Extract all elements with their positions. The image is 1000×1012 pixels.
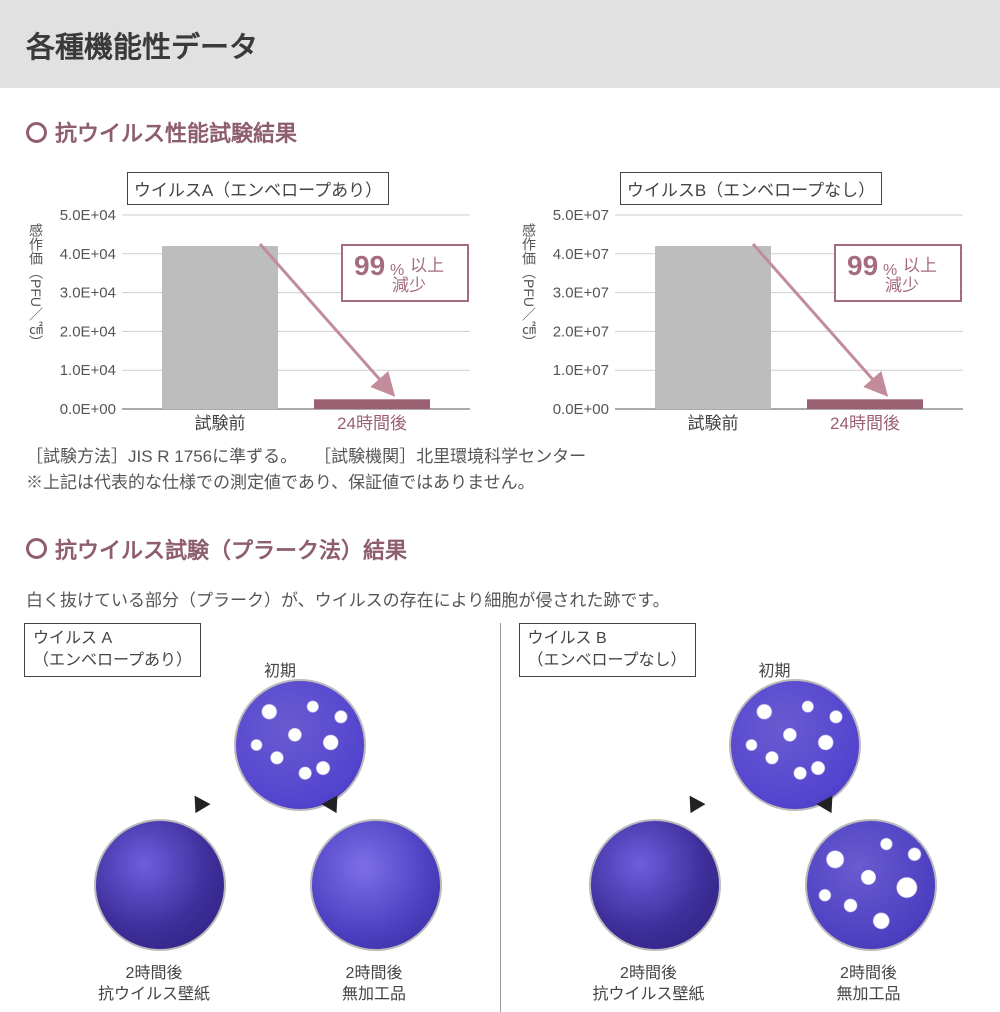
arrow-down-icon bbox=[682, 795, 705, 817]
charts-row: ウイルスA（エンベロープあり） 感作価（PFU／㎠） 0.0E+00 1.0E+04 2… bbox=[0, 172, 1000, 444]
svg-text:0.0E+00: 0.0E+00 bbox=[553, 401, 609, 418]
petri-dish-treated bbox=[589, 819, 721, 951]
svg-text:減少: 減少 bbox=[885, 276, 919, 295]
dish-caption: 2時間後無加工品 bbox=[294, 963, 454, 1006]
dish-label-initial: 初期 bbox=[264, 657, 296, 681]
bar-chart: 感作価（PFU／㎠） 0.0E+00 1.0E+04 2.0E+04 3.0E+04 4.… bbox=[22, 209, 482, 439]
svg-text:2.0E+07: 2.0E+07 bbox=[553, 323, 609, 340]
petri-dish-initial bbox=[729, 679, 861, 811]
virus-label-box: ウイルス B（エンベロープなし） bbox=[519, 623, 696, 676]
section-antiviral-chart: 抗ウイルス性能試験結果 bbox=[0, 88, 1000, 172]
plaque-panel: ウイルス B（エンベロープなし）初期2時間後抗ウイルス壁紙2時間後無加工品 bbox=[501, 623, 977, 1011]
section-plaque: 抗ウイルス試験（プラーク法）結果 bbox=[0, 505, 1000, 589]
dish-label-initial: 初期 bbox=[759, 657, 791, 681]
svg-text:5.0E+04: 5.0E+04 bbox=[60, 209, 116, 224]
section1-title: 抗ウイルス性能試験結果 bbox=[55, 116, 297, 148]
section1-title-row: 抗ウイルス性能試験結果 bbox=[26, 116, 974, 148]
virus-label-box: ウイルス A（エンベロープあり） bbox=[24, 623, 201, 676]
svg-text:0.0E+00: 0.0E+00 bbox=[60, 401, 116, 418]
page-title-header: 各種機能性データ bbox=[0, 0, 1000, 88]
svg-text:以上: 以上 bbox=[410, 256, 444, 275]
svg-text:3.0E+07: 3.0E+07 bbox=[553, 285, 609, 302]
petri-dish-initial bbox=[234, 679, 366, 811]
dish-caption: 2時間後抗ウイルス壁紙 bbox=[569, 963, 729, 1006]
petri-dish-untreated bbox=[805, 819, 937, 951]
svg-text:3.0E+04: 3.0E+04 bbox=[60, 285, 116, 302]
chart-title: ウイルスA（エンベロープあり） bbox=[127, 172, 389, 205]
dish-caption: 2時間後無加工品 bbox=[789, 963, 949, 1006]
svg-text:感作価（PFU／㎠）: 感作価（PFU／㎠） bbox=[28, 222, 44, 349]
svg-text:1.0E+04: 1.0E+04 bbox=[60, 362, 116, 379]
arrow-down-icon bbox=[188, 795, 211, 817]
svg-text:4.0E+04: 4.0E+04 bbox=[60, 246, 116, 263]
svg-text:試験前: 試験前 bbox=[688, 414, 739, 433]
svg-text:24時間後: 24時間後 bbox=[337, 414, 407, 433]
svg-text:試験前: 試験前 bbox=[195, 414, 246, 433]
svg-text:感作価（PFU／㎠）: 感作価（PFU／㎠） bbox=[521, 222, 537, 349]
plaque-row: ウイルス A（エンベロープあり）初期2時間後抗ウイルス壁紙2時間後無加工品ウイル… bbox=[0, 619, 1000, 1011]
plaque-caption: 白く抜けている部分（プラーク）が、ウイルスの存在により細胞が侵された跡です。 bbox=[0, 589, 1000, 620]
svg-text:以上: 以上 bbox=[903, 256, 937, 275]
petri-dish-treated bbox=[94, 819, 226, 951]
section2-title-row: 抗ウイルス試験（プラーク法）結果 bbox=[26, 533, 974, 565]
page-title: 各種機能性データ bbox=[26, 32, 258, 64]
chart-title: ウイルスB（エンベロープなし） bbox=[620, 172, 882, 205]
svg-text:99: 99 bbox=[354, 250, 385, 281]
bar-chart: 感作価（PFU／㎠） 0.0E+00 1.0E+07 2.0E+07 3.0E+07 4.… bbox=[515, 209, 975, 439]
petri-dish-untreated bbox=[310, 819, 442, 951]
svg-text:24時間後: 24時間後 bbox=[830, 414, 900, 433]
section1-notes: ［試験方法］JIS R 1756に準ずる。 ［試験機関］北里環境科学センター※上… bbox=[0, 444, 1000, 505]
svg-text:減少: 減少 bbox=[392, 276, 426, 295]
svg-text:1.0E+07: 1.0E+07 bbox=[553, 362, 609, 379]
note-line: ※上記は代表的な仕様での測定値であり、保証値ではありません。 bbox=[26, 470, 974, 496]
note-line: ［試験方法］JIS R 1756に準ずる。 ［試験機関］北里環境科学センター bbox=[26, 444, 974, 470]
plaque-area: 初期 bbox=[24, 679, 482, 959]
svg-text:99: 99 bbox=[847, 250, 878, 281]
svg-text:5.0E+07: 5.0E+07 bbox=[553, 209, 609, 224]
section2-title: 抗ウイルス試験（プラーク法）結果 bbox=[55, 533, 407, 565]
dish-caption: 2時間後抗ウイルス壁紙 bbox=[74, 963, 234, 1006]
plaque-area: 初期 bbox=[519, 679, 977, 959]
bullet-icon bbox=[26, 122, 47, 143]
plaque-panel: ウイルス A（エンベロープあり）初期2時間後抗ウイルス壁紙2時間後無加工品 bbox=[24, 623, 501, 1011]
svg-text:4.0E+07: 4.0E+07 bbox=[553, 246, 609, 263]
bullet-icon bbox=[26, 538, 47, 559]
svg-text:2.0E+04: 2.0E+04 bbox=[60, 323, 116, 340]
